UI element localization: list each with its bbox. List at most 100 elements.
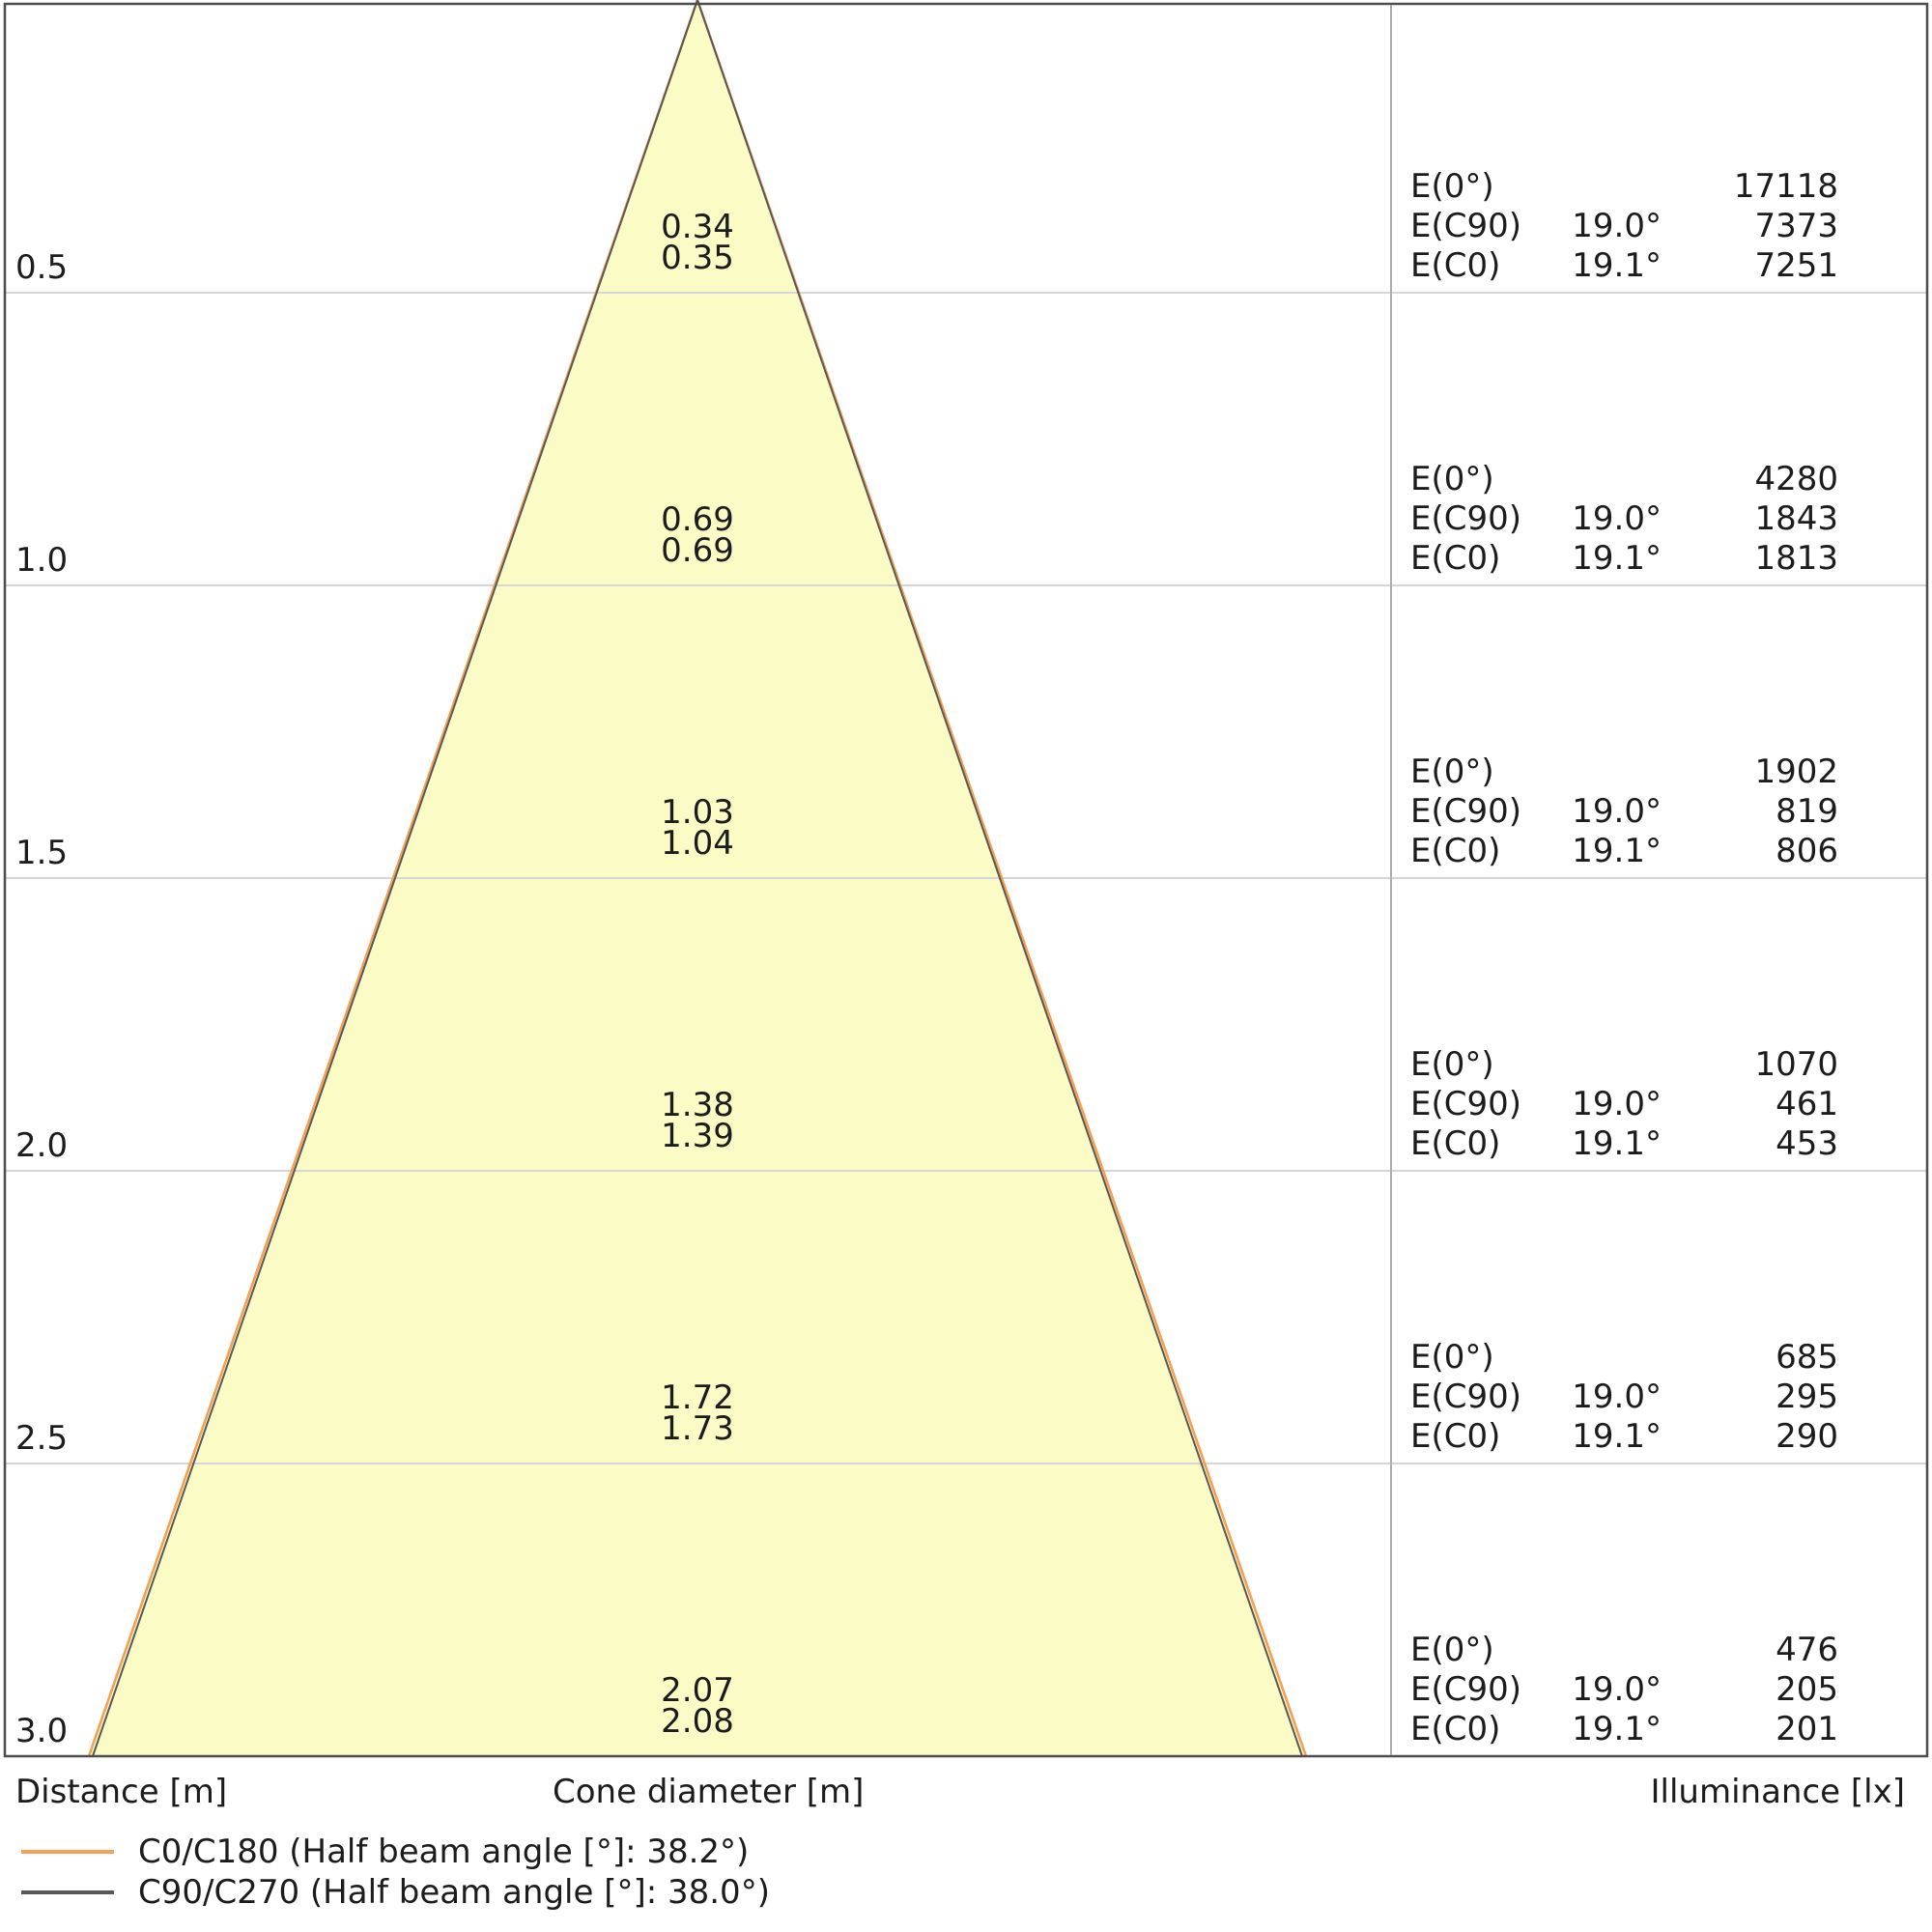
e0-label: E(0°)	[1410, 1045, 1494, 1084]
ec0-label: E(C0)	[1410, 539, 1501, 578]
ec0-angle: 19.1°	[1572, 1124, 1662, 1163]
ec0-angle: 19.1°	[1572, 246, 1662, 285]
cone-diameter-labels: 0.34 0.35	[553, 211, 842, 298]
ec0-row: E(C0) 19.1° 453	[1391, 1124, 1927, 1164]
cone-diameter-c0: 0.69	[661, 531, 734, 570]
legend-item-c90-c270: C90/C270 (Half beam angle [°]: 38.0°)	[0, 1872, 1932, 1913]
ec0-label: E(C0)	[1410, 246, 1501, 285]
illuminance-block: E(0°) 17118 E(C90) 19.0° 7373 E(C0) 19.1…	[1391, 167, 1927, 289]
ec90-angle: 19.0°	[1572, 207, 1662, 245]
ec0-value: 806	[1776, 832, 1838, 870]
illuminance-block: E(0°) 1070 E(C90) 19.0° 461 E(C0) 19.1° …	[1391, 1045, 1927, 1167]
illuminance-block: E(0°) 1902 E(C90) 19.0° 819 E(C0) 19.1° …	[1391, 753, 1927, 874]
ec0-row: E(C0) 19.1° 806	[1391, 832, 1927, 871]
e0-row: E(0°) 685	[1391, 1338, 1927, 1378]
ec0-label: E(C0)	[1410, 832, 1501, 870]
cone-edge-c90-line	[92, 0, 1303, 1757]
legend-label: C0/C180 (Half beam angle [°]: 38.2°)	[138, 1833, 750, 1871]
ec90-row: E(C90) 19.0° 295	[1391, 1378, 1927, 1417]
ec0-angle: 19.1°	[1572, 1417, 1662, 1456]
ec90-value: 295	[1776, 1378, 1838, 1416]
cone-diameter-c90: 0.69	[661, 500, 734, 539]
ec0-label: E(C0)	[1410, 1417, 1501, 1456]
cone-diameter-labels: 1.72 1.73	[553, 1381, 842, 1468]
illuminance-block: E(0°) 685 E(C90) 19.0° 295 E(C0) 19.1° 2…	[1391, 1338, 1927, 1460]
gridlines	[5, 292, 1927, 1464]
cone-diameter-labels: 0.69 0.69	[553, 503, 842, 590]
ec0-value: 201	[1776, 1710, 1838, 1748]
cone-diameter-c90: 1.03	[661, 793, 734, 832]
cone-diameter-c0: 1.39	[661, 1117, 734, 1155]
ec90-value: 1843	[1754, 499, 1838, 538]
ec90-angle: 19.0°	[1572, 1085, 1662, 1123]
e0-label: E(0°)	[1410, 1631, 1494, 1669]
ec0-label: E(C0)	[1410, 1124, 1501, 1163]
illuminance-block: E(0°) 4280 E(C90) 19.0° 1843 E(C0) 19.1°…	[1391, 460, 1927, 582]
distance-tick-label: 0.5	[15, 248, 69, 287]
ec90-angle: 19.0°	[1572, 792, 1662, 831]
cone-diameter-labels: 1.03 1.04	[553, 796, 842, 883]
cone-edge-c0-line	[87, 0, 1308, 1757]
e0-value: 476	[1776, 1631, 1838, 1669]
ec0-label: E(C0)	[1410, 1710, 1501, 1748]
chart-frame	[3, 2, 1929, 1758]
cone-diameter-labels: 1.38 1.39	[553, 1089, 842, 1176]
axis-caption-row: Distance [m] Cone diameter [m] Illuminan…	[0, 1772, 1932, 1812]
ec90-angle: 19.0°	[1572, 1378, 1662, 1416]
cone-diameter-c90: 0.34	[661, 208, 734, 246]
ec90-row: E(C90) 19.0° 461	[1391, 1085, 1927, 1124]
ec0-row: E(C0) 19.1° 201	[1391, 1710, 1927, 1749]
distance-axis-label: Distance [m]	[15, 1773, 228, 1811]
ec0-row: E(C0) 19.1° 1813	[1391, 539, 1927, 579]
ec90-label: E(C90)	[1410, 1378, 1522, 1416]
e0-row: E(0°) 476	[1391, 1631, 1927, 1670]
ec90-label: E(C90)	[1410, 207, 1522, 245]
ec0-angle: 19.1°	[1572, 832, 1662, 870]
c90-c270-line-swatch	[21, 1890, 114, 1894]
e0-row: E(0°) 4280	[1391, 460, 1927, 499]
distance-tick-label: 3.0	[15, 1712, 69, 1750]
e0-value: 1902	[1754, 753, 1838, 791]
ec90-angle: 19.0°	[1572, 499, 1662, 538]
cone-diameter-axis-label: Cone diameter [m]	[553, 1773, 865, 1811]
illuminance-axis-label: Illuminance [lx]	[1650, 1773, 1905, 1811]
cone-diameter-c90: 2.07	[661, 1671, 734, 1710]
ec90-value: 461	[1776, 1085, 1838, 1123]
ec90-label: E(C90)	[1410, 1670, 1522, 1709]
ec90-row: E(C90) 19.0° 1843	[1391, 499, 1927, 539]
ec0-angle: 19.1°	[1572, 539, 1662, 578]
e0-value: 1070	[1754, 1045, 1838, 1084]
e0-label: E(0°)	[1410, 1338, 1494, 1377]
e0-row: E(0°) 17118	[1391, 167, 1927, 207]
distance-tick-label: 2.0	[15, 1126, 69, 1165]
cone-diameter-c0: 0.35	[661, 239, 734, 277]
cone-diameter-c90: 1.72	[661, 1378, 734, 1417]
ec0-value: 453	[1776, 1124, 1838, 1163]
ec90-angle: 19.0°	[1572, 1670, 1662, 1709]
ec90-label: E(C90)	[1410, 499, 1522, 538]
distance-tick-label: 1.5	[15, 834, 69, 872]
ec0-row: E(C0) 19.1° 7251	[1391, 246, 1927, 286]
cone-diameter-labels: 2.07 2.08	[553, 1674, 842, 1761]
e0-value: 17118	[1733, 167, 1838, 206]
legend-item-c0-c180: C0/C180 (Half beam angle [°]: 38.2°)	[0, 1832, 1932, 1872]
cone-diameter-c0: 1.73	[661, 1409, 734, 1448]
e0-label: E(0°)	[1410, 460, 1494, 498]
ec90-row: E(C90) 19.0° 205	[1391, 1670, 1927, 1710]
e0-label: E(0°)	[1410, 167, 1494, 206]
c0-c180-line-swatch	[21, 1850, 114, 1854]
illuminance-block: E(0°) 476 E(C90) 19.0° 205 E(C0) 19.1° 2…	[1391, 1631, 1927, 1752]
distance-tick-label: 2.5	[15, 1419, 69, 1458]
ec0-angle: 19.1°	[1572, 1710, 1662, 1748]
legend-label: C90/C270 (Half beam angle [°]: 38.0°)	[138, 1873, 770, 1912]
ec90-value: 7373	[1754, 207, 1838, 245]
ec0-row: E(C0) 19.1° 290	[1391, 1417, 1927, 1457]
e0-row: E(0°) 1902	[1391, 753, 1927, 792]
e0-label: E(0°)	[1410, 753, 1494, 791]
ec90-value: 819	[1776, 792, 1838, 831]
cone-diameter-c0: 2.08	[661, 1702, 734, 1741]
cone-diameter-c90: 1.38	[661, 1086, 734, 1124]
ec90-label: E(C90)	[1410, 792, 1522, 831]
ec90-label: E(C90)	[1410, 1085, 1522, 1123]
